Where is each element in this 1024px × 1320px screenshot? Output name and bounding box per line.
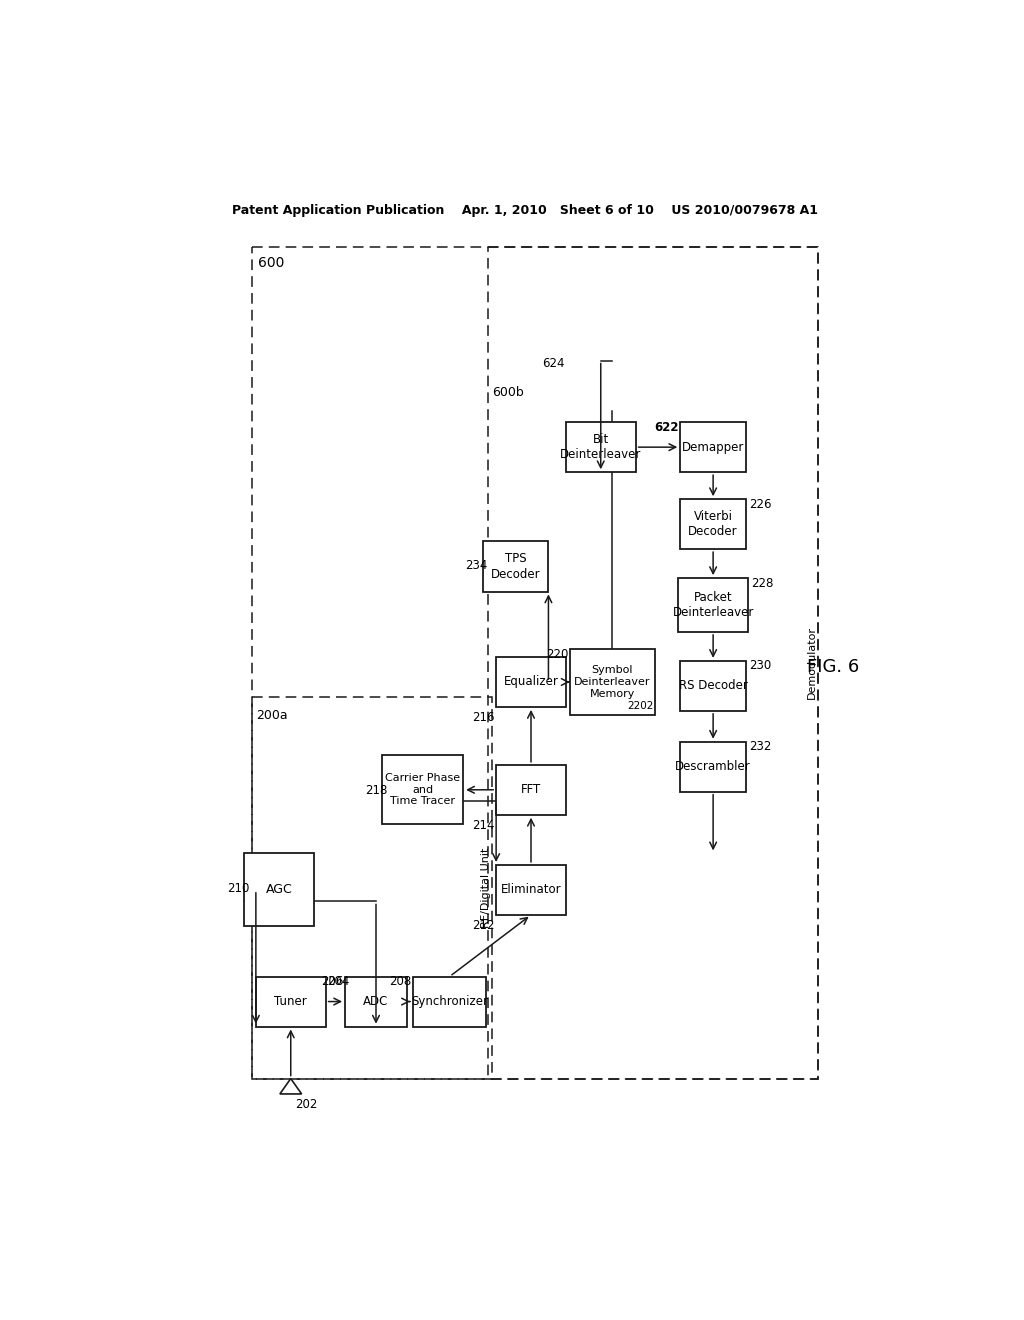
Text: Viterbi
Decoder: Viterbi Decoder xyxy=(688,510,738,539)
Text: 216: 216 xyxy=(472,711,495,723)
Text: 600: 600 xyxy=(258,256,285,271)
Text: Equalizer: Equalizer xyxy=(504,676,558,689)
Bar xyxy=(569,649,655,714)
Text: Demodulator: Demodulator xyxy=(807,626,816,700)
Bar xyxy=(252,697,493,1078)
Text: 220: 220 xyxy=(546,648,568,661)
Text: Bit
Deinterleaver: Bit Deinterleaver xyxy=(560,433,641,461)
Text: RF/Digital Unit: RF/Digital Unit xyxy=(481,847,492,928)
Bar xyxy=(413,977,486,1027)
Text: 206: 206 xyxy=(322,975,343,987)
Text: FFT: FFT xyxy=(521,783,541,796)
Text: TPS
Decoder: TPS Decoder xyxy=(490,553,541,581)
Text: Tuner: Tuner xyxy=(274,995,307,1008)
Bar xyxy=(680,422,746,473)
Text: 204: 204 xyxy=(328,975,349,987)
Text: 234: 234 xyxy=(466,558,487,572)
Bar xyxy=(496,865,566,915)
Text: Demapper: Demapper xyxy=(682,441,744,454)
Text: 214: 214 xyxy=(472,818,495,832)
Bar xyxy=(245,853,314,927)
Text: 232: 232 xyxy=(750,741,771,754)
Text: Eliminator: Eliminator xyxy=(501,883,561,896)
Text: Packet
Deinterleaver: Packet Deinterleaver xyxy=(673,591,754,619)
Text: 218: 218 xyxy=(365,784,387,797)
Text: 624: 624 xyxy=(542,356,564,370)
Bar xyxy=(382,755,463,825)
Text: 210: 210 xyxy=(227,882,250,895)
Text: 230: 230 xyxy=(750,659,771,672)
Text: 228: 228 xyxy=(751,577,773,590)
Text: 208: 208 xyxy=(389,975,412,987)
Text: RS Decoder: RS Decoder xyxy=(679,680,748,693)
Text: Carrier Phase
and
Time Tracer: Carrier Phase and Time Tracer xyxy=(385,774,460,807)
Text: 622: 622 xyxy=(654,421,679,433)
Text: Synchronizer: Synchronizer xyxy=(411,995,488,1008)
Text: FIG. 6: FIG. 6 xyxy=(807,657,859,676)
Bar xyxy=(680,661,746,711)
Text: 202: 202 xyxy=(295,1098,317,1111)
Text: 2202: 2202 xyxy=(627,701,653,711)
Text: Descrambler: Descrambler xyxy=(675,760,751,774)
Bar xyxy=(482,541,549,591)
Text: Patent Application Publication    Apr. 1, 2010   Sheet 6 of 10    US 2010/007967: Patent Application Publication Apr. 1, 2… xyxy=(231,205,818,218)
Bar xyxy=(496,657,566,708)
Text: AGC: AGC xyxy=(266,883,293,896)
Text: 226: 226 xyxy=(750,498,772,511)
Text: 212: 212 xyxy=(472,919,495,932)
Bar xyxy=(680,499,746,549)
Text: ADC: ADC xyxy=(364,995,389,1008)
Bar xyxy=(256,977,326,1027)
Text: 200a: 200a xyxy=(256,709,288,722)
Text: Symbol
Deinterleaver
Memory: Symbol Deinterleaver Memory xyxy=(574,665,650,698)
Bar xyxy=(566,422,636,473)
Bar xyxy=(680,742,746,792)
Bar xyxy=(678,578,748,632)
Bar xyxy=(252,247,818,1078)
Text: 600b: 600b xyxy=(493,385,524,399)
Bar xyxy=(496,764,566,814)
Bar xyxy=(345,977,407,1027)
Bar xyxy=(488,247,818,1078)
